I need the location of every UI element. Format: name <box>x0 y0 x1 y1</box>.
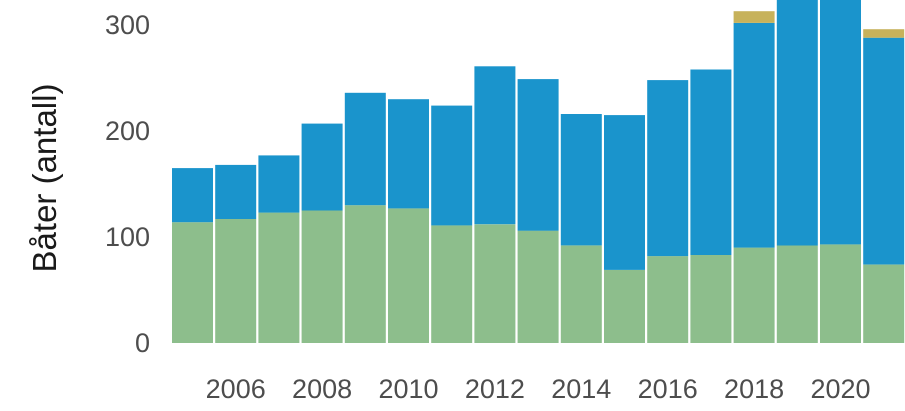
bars-group <box>172 0 905 343</box>
x-tick-label: 2014 <box>551 374 611 404</box>
bar-segment-2019-s1 <box>776 245 818 343</box>
bar-segment-2013-s1 <box>517 230 559 343</box>
bar-segment-2012-s2 <box>474 66 516 225</box>
bar-segment-2010-s2 <box>388 99 429 209</box>
x-tick-label: 2008 <box>292 374 352 404</box>
bar-segment-2017-s1 <box>690 255 732 343</box>
bar-segment-2006-s2 <box>215 164 257 219</box>
x-tick-label: 2006 <box>206 374 266 404</box>
bar-segment-2009-s2 <box>344 92 386 206</box>
bar-segment-2020-s2 <box>820 0 861 245</box>
x-tick-label: 2016 <box>638 374 698 404</box>
bar-segment-2014-s2 <box>560 114 602 246</box>
bar-segment-2008-s1 <box>301 210 343 343</box>
bar-segment-2021-s3 <box>863 29 905 38</box>
y-tick-label: 0 <box>135 328 150 358</box>
bar-segment-2021-s2 <box>863 37 905 265</box>
y-tick-label: 200 <box>105 116 150 146</box>
bar-segment-2018-s3 <box>733 11 775 23</box>
bar-segment-2015-s1 <box>604 269 645 343</box>
y-axis-label: Båter (antall) <box>26 84 63 273</box>
bar-segment-2016-s1 <box>647 256 689 343</box>
bar-segment-2018-s2 <box>733 22 775 248</box>
bar-segment-2016-s2 <box>647 80 689 257</box>
x-tick-label: 2010 <box>378 374 438 404</box>
y-axis-ticks: 0 100 200 300 <box>105 10 150 358</box>
bar-segment-2006-s1 <box>215 219 257 343</box>
bar-segment-2005-s1 <box>172 222 213 343</box>
bar-segment-2005-s2 <box>172 168 213 223</box>
bar-segment-2019-s2 <box>776 0 818 246</box>
x-tick-label: 2012 <box>465 374 525 404</box>
bar-segment-2015-s2 <box>604 115 645 270</box>
x-tick-label: 2020 <box>810 374 870 404</box>
bar-segment-2010-s1 <box>388 208 429 343</box>
bar-segment-2018-s1 <box>733 247 775 343</box>
x-axis-ticks: 2006 2008 2010 2012 2014 2016 2018 2020 <box>206 374 871 404</box>
bar-segment-2017-s2 <box>690 69 732 255</box>
y-tick-label: 100 <box>105 222 150 252</box>
bar-segment-2011-s1 <box>431 225 473 343</box>
bar-segment-2014-s1 <box>560 245 602 343</box>
bar-segment-2008-s2 <box>301 123 343 211</box>
bar-segment-2007-s1 <box>258 212 300 343</box>
bar-segment-2013-s2 <box>517 79 559 231</box>
bar-segment-2011-s2 <box>431 105 473 226</box>
bar-segment-2009-s1 <box>344 205 386 343</box>
bar-segment-2012-s1 <box>474 224 516 343</box>
bar-segment-2020-s1 <box>820 244 861 343</box>
x-tick-label: 2018 <box>724 374 784 404</box>
y-tick-label: 300 <box>105 10 150 40</box>
bar-segment-2007-s2 <box>258 155 300 213</box>
bar-segment-2021-s1 <box>863 264 905 343</box>
